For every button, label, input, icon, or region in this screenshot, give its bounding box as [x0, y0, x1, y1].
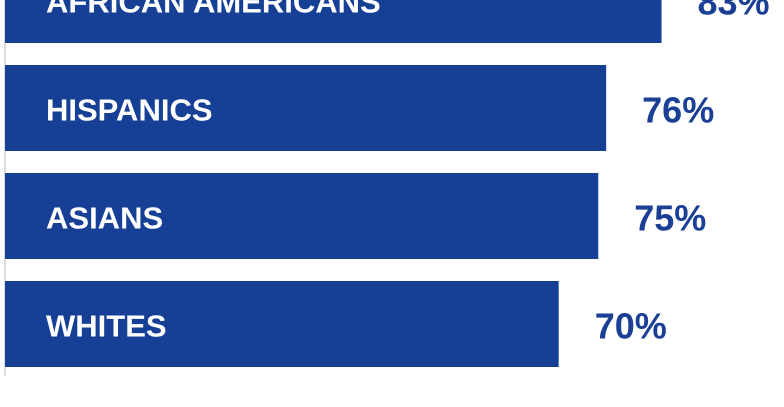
- bar: [5, 65, 607, 151]
- category-label: AFRICAN AMERICANS: [46, 0, 381, 20]
- value-label: 70%: [595, 306, 667, 347]
- bar: [5, 173, 599, 259]
- category-label: WHITES: [46, 309, 167, 344]
- bar: [5, 281, 559, 367]
- category-label: HISPANICS: [46, 93, 213, 128]
- value-label: 83%: [698, 0, 770, 23]
- category-label: ASIANS: [46, 201, 163, 236]
- value-label: 75%: [634, 198, 706, 239]
- bar: [5, 0, 662, 43]
- value-label: 76%: [642, 90, 714, 131]
